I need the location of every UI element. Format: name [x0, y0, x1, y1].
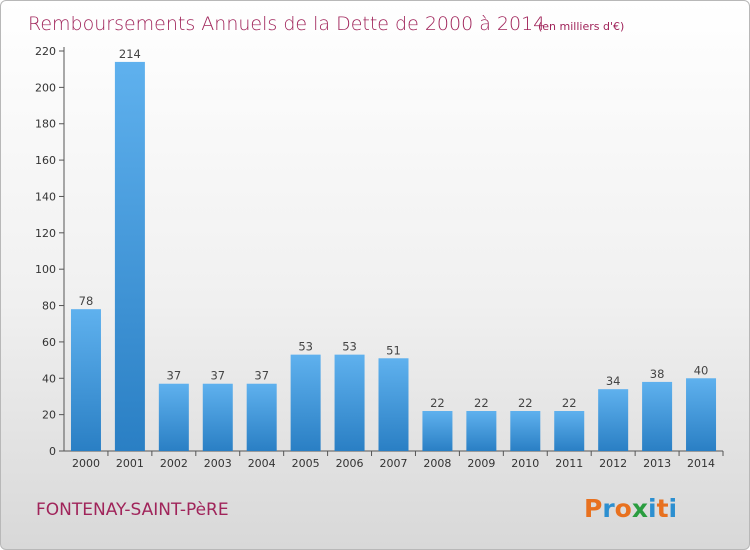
bar-value-label: 40 [694, 363, 709, 377]
chart-title: Remboursements Annuels de la Dette de 20… [28, 13, 545, 35]
y-tick-label: 180 [35, 118, 56, 131]
y-tick-label: 80 [42, 300, 56, 313]
y-tick-label: 100 [35, 263, 56, 276]
bar [114, 61, 145, 452]
bar [202, 383, 233, 451]
y-tick-label: 120 [35, 227, 56, 240]
bar-value-label: 22 [430, 396, 445, 410]
proxiti-logo: Proxiti [584, 494, 677, 523]
x-tick-label: 2001 [116, 457, 144, 470]
bars: 78 214 37 37 37 53 53 51 22 22 22 22 34 38 40 [70, 47, 717, 452]
bar-value-label: 34 [606, 374, 621, 388]
bar [378, 358, 409, 451]
bar-value-label: 38 [650, 367, 665, 381]
bar [422, 411, 453, 451]
bar-value-label: 37 [254, 369, 269, 383]
x-tick-label: 2008 [423, 457, 451, 470]
x-tick-label: 2006 [336, 457, 364, 470]
x-tick-label: 2013 [643, 457, 671, 470]
bar-value-label: 53 [342, 340, 357, 354]
x-tick-label: 2010 [511, 457, 539, 470]
x-tick-label: 2003 [204, 457, 232, 470]
axes: 0 20 40 60 80 100 120 140 160 180 200 220 2000 2001 20… [35, 45, 724, 470]
bar-value-label: 53 [298, 340, 313, 354]
bar [246, 383, 277, 451]
y-tick-label: 140 [35, 190, 56, 203]
y-tick-label: 160 [35, 154, 56, 167]
x-tick-label: 2002 [160, 457, 188, 470]
y-tick-label: 40 [42, 372, 56, 385]
x-tick-label: 2000 [72, 457, 100, 470]
y-tick-label: 220 [35, 45, 56, 58]
commune-name: FONTENAY-SAINT-PèRE [36, 500, 229, 520]
x-tick-label: 2011 [555, 457, 583, 470]
bar-value-label: 78 [79, 294, 94, 308]
y-tick-label: 0 [49, 445, 56, 458]
bar-value-label: 22 [474, 396, 489, 410]
x-tick-label: 2005 [292, 457, 320, 470]
x-tick-label: 2012 [599, 457, 627, 470]
y-tick-label: 20 [42, 409, 56, 422]
bar-value-label: 37 [167, 369, 182, 383]
y-tick-label: 60 [42, 336, 56, 349]
bar [70, 309, 101, 451]
x-tick-label: 2004 [248, 457, 276, 470]
bar [686, 378, 717, 451]
x-tick-label: 2007 [380, 457, 408, 470]
bar-value-label: 22 [562, 396, 577, 410]
bar [334, 354, 365, 451]
bar-value-label: 37 [210, 369, 225, 383]
bar-value-label: 51 [386, 343, 401, 357]
x-tick-label: 2009 [467, 457, 495, 470]
bar [642, 381, 673, 451]
x-tick-label: 2014 [687, 457, 715, 470]
chart-title-unit: (en milliers d'€) [538, 20, 624, 33]
bar [290, 354, 321, 451]
bar [510, 411, 541, 451]
bar-value-label: 214 [119, 47, 141, 61]
bar [158, 383, 189, 451]
bar [466, 411, 497, 451]
bar-value-label: 22 [518, 396, 533, 410]
y-tick-label: 200 [35, 81, 56, 94]
bar [598, 389, 629, 451]
bar [554, 411, 585, 451]
